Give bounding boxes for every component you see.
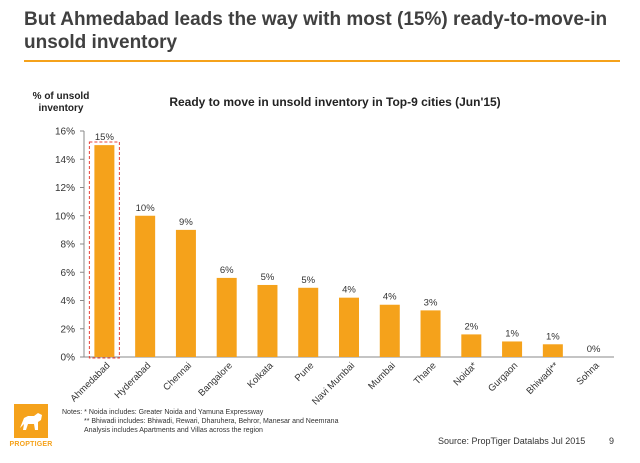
y-axis-label: % of unsold inventory — [32, 91, 90, 114]
x-tick-label: Thane — [412, 360, 439, 387]
bar-value-label: 9% — [179, 217, 193, 228]
x-tick-label: Pune — [293, 360, 316, 383]
y-tick-label: 6% — [61, 268, 76, 279]
x-tick-label: Gurgaon — [486, 360, 520, 394]
chart-notes: Notes: * Noida includes: Greater Noida a… — [62, 408, 462, 435]
y-tick-label: 12% — [55, 183, 75, 194]
bar-value-label: 15% — [95, 132, 115, 143]
x-tick-label: Mumbai — [366, 360, 398, 392]
x-tick-label: Navi Mumbai — [310, 360, 357, 407]
bar — [420, 310, 441, 357]
note-line: ** Bhiwadi includes: Bhiwadi, Rewari, Dh… — [84, 418, 339, 425]
proptiger-logo: PROPTIGER — [8, 404, 54, 456]
bar-value-label: 10% — [136, 203, 156, 214]
bar-value-label: 1% — [505, 328, 519, 339]
x-tick-label: Bhiwadi** — [524, 360, 561, 397]
page-headline: But Ahmedabad leads the way with most (1… — [24, 9, 608, 53]
note-line: Analysis includes Apartments and Villas … — [84, 427, 263, 434]
bar — [461, 334, 482, 357]
x-tick-label: Hyderabad — [113, 360, 154, 401]
bar — [257, 284, 278, 357]
y-tick-label: 16% — [55, 127, 75, 138]
bar-value-label: 4% — [383, 292, 397, 303]
x-tick-label: Chennai — [161, 360, 194, 393]
bar — [502, 341, 523, 357]
x-tick-label: Bangalore — [196, 360, 234, 398]
bar-value-label: 0% — [587, 344, 601, 355]
bar — [175, 229, 196, 357]
logo-wordmark: PROPTIGER — [9, 441, 53, 448]
y-tick-label: 8% — [61, 240, 76, 251]
x-tick-label: Kolkata — [245, 360, 276, 391]
bar-value-label: 5% — [261, 272, 275, 283]
y-tick-label: 2% — [61, 324, 76, 335]
y-tick-label: 0% — [61, 353, 76, 364]
page-number: 9 — [609, 436, 615, 446]
x-tick-label: Ahmedabad — [68, 360, 112, 404]
highlight-box — [88, 141, 120, 359]
tiger-logo-icon — [14, 404, 48, 438]
bar — [298, 287, 319, 357]
chart-title: Ready to move in unsold inventory in Top… — [169, 95, 501, 109]
y-tick-label: 4% — [61, 296, 76, 307]
bar — [542, 344, 563, 357]
bar-value-label: 2% — [464, 321, 478, 332]
bar — [135, 215, 156, 357]
y-tick-label: 10% — [55, 211, 75, 222]
bar — [339, 297, 359, 357]
x-tick-label: Sohna — [575, 360, 603, 388]
y-tick-label: 14% — [55, 155, 75, 166]
bar-value-label: 4% — [342, 285, 356, 296]
bar — [216, 277, 237, 357]
note-line: Notes: * Noida includes: Greater Noida a… — [62, 409, 264, 416]
x-tick-label: Noida* — [451, 360, 479, 388]
bar — [94, 145, 115, 357]
accent-rule — [24, 60, 620, 62]
source-note: Source: PropTiger Datalabs Jul 2015 — [438, 436, 586, 446]
bar — [379, 304, 400, 357]
bar-value-label: 1% — [546, 331, 560, 342]
bar-value-label: 3% — [424, 297, 438, 308]
bar-value-label: 6% — [220, 265, 234, 276]
bar-value-label: 5% — [301, 275, 315, 286]
